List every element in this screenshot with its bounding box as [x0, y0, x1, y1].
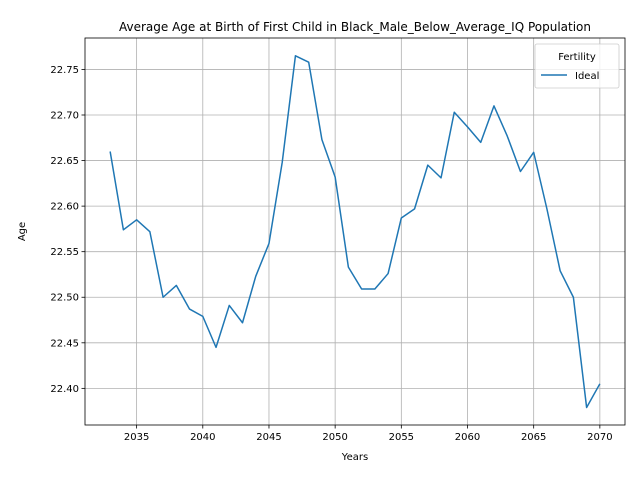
y-tick-label: 22.55 [50, 247, 79, 258]
y-tick-label: 22.65 [50, 156, 79, 167]
y-tick-label: 22.40 [50, 384, 79, 395]
x-tick-label: 2050 [322, 432, 347, 443]
x-tick-label: 2045 [256, 432, 281, 443]
legend-label: Ideal [575, 71, 599, 82]
y-axis-label: Age [17, 222, 28, 241]
x-tick-label: 2070 [587, 432, 612, 443]
x-tick-label: 2055 [389, 432, 414, 443]
y-tick-label: 22.70 [50, 110, 79, 121]
x-tick-label: 2065 [521, 432, 546, 443]
x-axis-label: Years [341, 452, 368, 463]
x-tick-label: 2035 [124, 432, 149, 443]
y-tick-label: 22.45 [50, 338, 79, 349]
chart-title: Average Age at Birth of First Child in B… [119, 20, 591, 34]
y-tick-label: 22.75 [50, 65, 79, 76]
legend: Fertility Ideal [535, 44, 619, 88]
x-tick-label: 2040 [190, 432, 215, 443]
x-tick-label: 2060 [455, 432, 480, 443]
y-tick-label: 22.50 [50, 293, 79, 304]
y-tick-label: 22.60 [50, 202, 79, 213]
legend-title: Fertility [558, 52, 596, 63]
